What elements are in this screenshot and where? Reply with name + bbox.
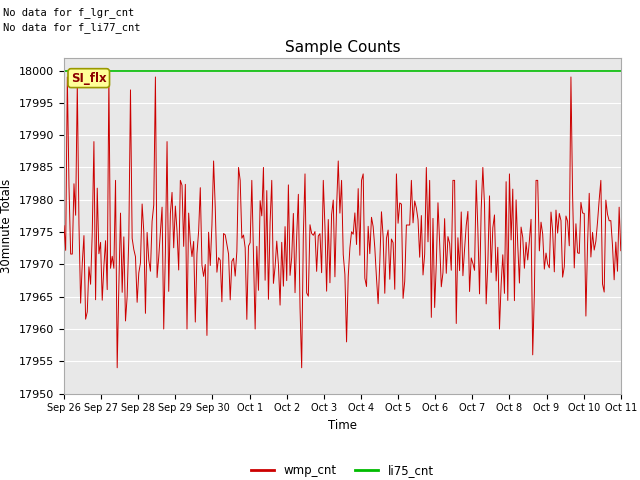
Text: SI_flx: SI_flx xyxy=(71,72,107,84)
Text: No data for f_lgr_cnt: No data for f_lgr_cnt xyxy=(3,7,134,18)
Title: Sample Counts: Sample Counts xyxy=(285,40,400,55)
Legend: wmp_cnt, li75_cnt: wmp_cnt, li75_cnt xyxy=(246,459,438,480)
X-axis label: Time: Time xyxy=(328,419,357,432)
Y-axis label: 30minute Totals: 30minute Totals xyxy=(1,179,13,273)
Text: No data for f_li77_cnt: No data for f_li77_cnt xyxy=(3,22,141,33)
